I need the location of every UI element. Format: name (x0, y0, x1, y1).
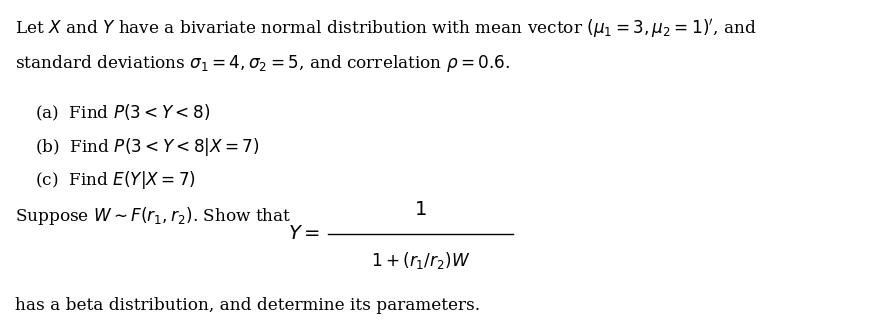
Text: Suppose $W \sim F(r_1, r_2)$. Show that: Suppose $W \sim F(r_1, r_2)$. Show that (15, 205, 291, 227)
Text: has a beta distribution, and determine its parameters.: has a beta distribution, and determine i… (15, 297, 480, 314)
Text: $1 + (r_1/r_2)W$: $1 + (r_1/r_2)W$ (371, 250, 471, 271)
Text: $Y =$: $Y =$ (288, 225, 320, 243)
Text: $1$: $1$ (415, 201, 427, 219)
Text: (c)  Find $E(Y | X = 7)$: (c) Find $E(Y | X = 7)$ (36, 169, 196, 191)
Text: Let $X$ and $Y$ have a bivariate normal distribution with mean vector $(\mu_1 = : Let $X$ and $Y$ have a bivariate normal … (15, 17, 756, 40)
Text: (b)  Find $P(3 < Y < 8 | X = 7)$: (b) Find $P(3 < Y < 8 | X = 7)$ (36, 136, 260, 158)
Text: standard deviations $\sigma_1 = 4, \sigma_2 = 5$, and correlation $\rho = 0.6$.: standard deviations $\sigma_1 = 4, \sigm… (15, 53, 510, 74)
Text: (a)  Find $P(3 < Y < 8)$: (a) Find $P(3 < Y < 8)$ (36, 102, 211, 123)
